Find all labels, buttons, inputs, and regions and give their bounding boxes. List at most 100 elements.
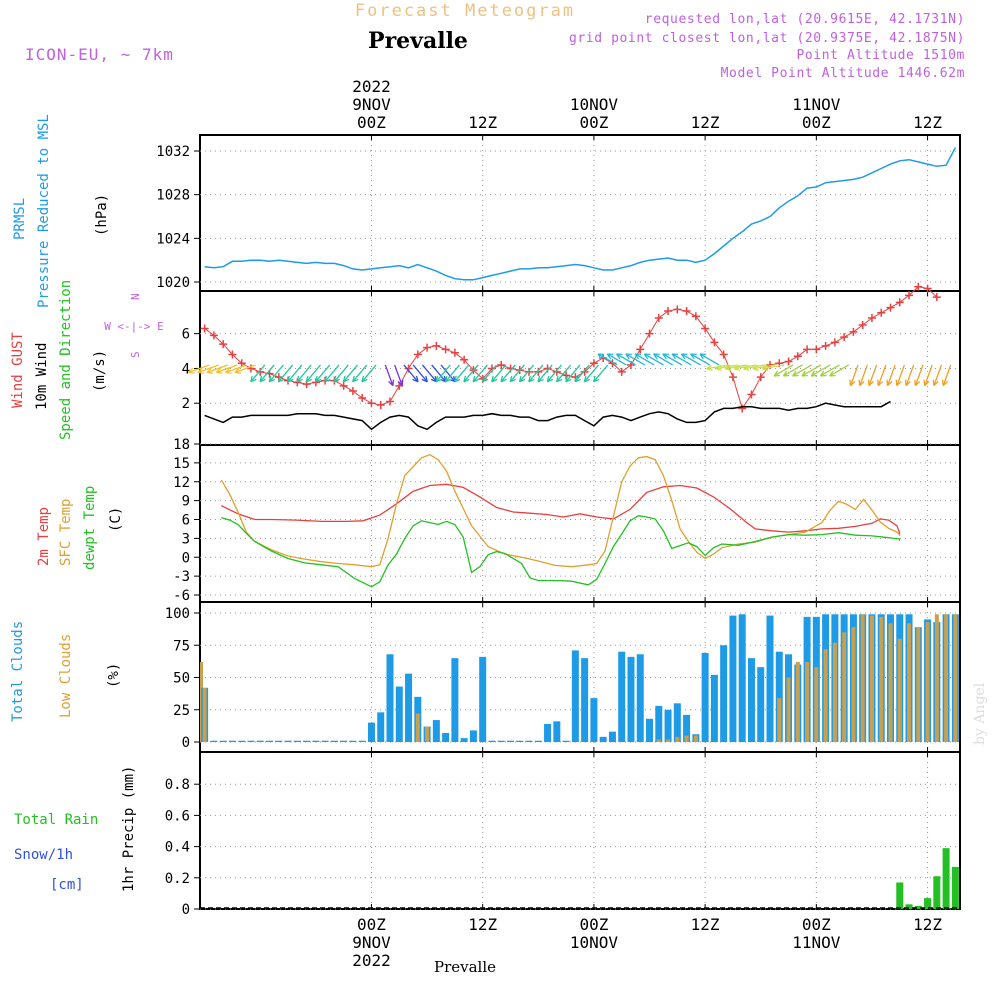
- wind-arrow: [421, 364, 438, 383]
- total-cloud-bar: [284, 740, 292, 742]
- wind-arrow-head: [923, 379, 930, 387]
- gust-marker: [914, 282, 923, 291]
- wind-arrow-head: [333, 375, 340, 383]
- gust-marker: [793, 352, 802, 361]
- gust-marker: [256, 367, 265, 376]
- total-cloud-bar: [544, 723, 552, 742]
- ytick-label: -6: [173, 588, 190, 604]
- ytick-label: 6: [182, 327, 190, 343]
- wind-arrow: [914, 364, 924, 386]
- wind-arrow: [384, 364, 394, 386]
- total-cloud-bar: [247, 740, 255, 742]
- low-cloud-bar: [842, 632, 847, 742]
- wind-arrow-head: [421, 375, 428, 383]
- gust-marker: [821, 341, 830, 350]
- wind-arrow-head: [472, 375, 479, 383]
- ytick-label: 100: [165, 606, 190, 622]
- wind-arrow-head: [858, 379, 865, 387]
- wind-arrow-head: [537, 375, 544, 383]
- gust-marker: [858, 320, 867, 329]
- series-t2m-line: [221, 483, 901, 536]
- wind-arrow-head: [287, 375, 294, 383]
- total-cloud-bar: [275, 740, 283, 742]
- wind-arrow: [644, 353, 664, 366]
- total-cloud-bar: [488, 740, 496, 742]
- footer-station: Prevalle: [434, 958, 496, 976]
- gust-marker: [895, 298, 904, 307]
- wind-arrow-head: [361, 375, 368, 383]
- prmsl-unit: (hPa): [94, 194, 110, 236]
- gust-marker: [728, 373, 737, 382]
- wind-arrow-head: [593, 375, 600, 383]
- wind-arrow: [933, 364, 943, 386]
- wind-arrow-head: [463, 375, 470, 383]
- wind-arrow-head: [724, 364, 732, 372]
- rain-bar: [942, 848, 950, 909]
- ytick-label: 9: [182, 494, 190, 510]
- top-date-label: 9NOV: [352, 95, 391, 114]
- wind-arrow-head: [801, 370, 808, 377]
- total-cloud-bar: [525, 740, 533, 742]
- bottom-date-label: 10NOV: [570, 933, 619, 952]
- total-clouds-label: Total Clouds: [10, 621, 26, 722]
- rain-bar: [924, 898, 932, 909]
- wind-arrow: [942, 364, 952, 386]
- gust-marker: [441, 345, 450, 354]
- panel-precip: 0 0.2 0.4 0.6 0.8: [165, 751, 961, 918]
- total-cloud-bar: [701, 652, 709, 742]
- top-hour-label: 00Z: [579, 113, 608, 132]
- total-cloud-bar: [405, 673, 413, 742]
- series-dewpt-line: [221, 515, 901, 588]
- total-cloud-bar: [636, 654, 644, 742]
- wind-arrow: [188, 364, 210, 374]
- wind-arrow-head: [546, 375, 554, 383]
- total-cloud-bar: [386, 654, 394, 742]
- gridpoint-location: grid point closest lon,lat (20.9375E, 42…: [569, 31, 965, 46]
- gust-marker: [246, 364, 255, 373]
- wind-arrow: [197, 364, 219, 374]
- wind-arrow: [509, 364, 525, 383]
- wind-arrow-head: [671, 353, 679, 360]
- gust-marker: [664, 307, 673, 316]
- rain-bar: [905, 904, 913, 909]
- wind-arrow: [361, 364, 377, 383]
- wind-arrow: [671, 353, 692, 366]
- series-wind-line: [204, 400, 891, 431]
- gust-marker: [386, 397, 394, 406]
- model-altitude: Model Point Altitude 1446.62m: [721, 66, 965, 81]
- wind-arrow-head: [606, 353, 614, 360]
- total-cloud-bar: [627, 656, 635, 742]
- gust-marker: [932, 293, 941, 302]
- total-cloud-bar: [729, 615, 737, 742]
- low-cloud-bar: [925, 622, 930, 742]
- low-cloud-bar: [907, 623, 912, 742]
- gust-marker: [682, 307, 691, 316]
- wind-arrow: [440, 364, 456, 383]
- total-cloud-bar: [238, 740, 246, 742]
- wind-arrow-head: [481, 375, 489, 383]
- wind-arrow-head: [819, 370, 827, 377]
- gust-marker: [849, 327, 858, 336]
- gust-marker: [710, 338, 719, 347]
- wind-arrow: [653, 353, 674, 366]
- wind-arrow: [333, 364, 349, 383]
- top-date-label: 11NOV: [792, 95, 841, 114]
- low-cloud-bar: [777, 698, 782, 742]
- gust-marker: [673, 305, 682, 314]
- wind-arrow: [810, 364, 831, 377]
- total-cloud-bar: [395, 686, 403, 742]
- ytick-label: 0: [182, 902, 190, 918]
- wind-arrow: [481, 364, 498, 383]
- wind-arrow: [868, 364, 878, 386]
- wind-arrow: [315, 364, 331, 383]
- wind-arrow-head: [773, 370, 781, 377]
- sfc-label: SFC Temp: [58, 499, 74, 566]
- wind-arrow-head: [500, 375, 507, 383]
- low-cloud-bar: [805, 662, 810, 742]
- wind-label: 10m Wind: [34, 343, 50, 410]
- low-cloud-bar: [832, 642, 837, 742]
- wind-arrow-head: [643, 353, 651, 360]
- wind-arrow: [250, 364, 266, 383]
- total-cloud-bar: [646, 718, 654, 742]
